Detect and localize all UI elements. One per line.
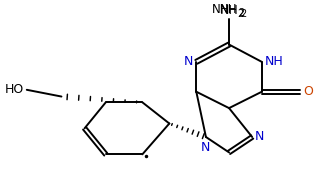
Text: NH: NH [220,3,238,16]
Text: N: N [201,141,211,154]
Text: 2: 2 [239,8,245,17]
Text: N: N [184,55,193,68]
Text: 2: 2 [238,9,244,19]
Text: NH: NH [220,4,238,17]
Text: NH: NH [212,3,229,16]
Text: O: O [303,85,313,98]
Text: N: N [255,130,264,143]
Text: NH: NH [265,55,283,68]
Text: 2: 2 [240,9,246,19]
Text: HO: HO [5,83,24,96]
